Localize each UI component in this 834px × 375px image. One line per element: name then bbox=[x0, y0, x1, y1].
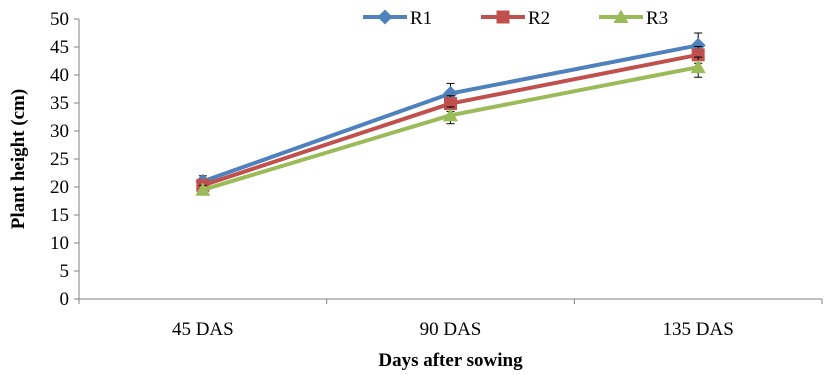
y-tick-label: 5 bbox=[60, 261, 70, 282]
y-axis-ticks: 0 5 10 15 20 25 30 35 40 45 50 bbox=[50, 9, 79, 310]
y-tick-label: 15 bbox=[50, 205, 69, 226]
x-tick-label: 45 DAS bbox=[172, 319, 234, 340]
legend-label: R3 bbox=[646, 8, 668, 29]
y-tick-label: 20 bbox=[50, 177, 69, 198]
legend-marker bbox=[613, 9, 629, 23]
y-axis-title: Plant height (cm) bbox=[8, 89, 29, 229]
y-tick-label: 0 bbox=[60, 289, 70, 310]
data-point-r2 bbox=[691, 48, 705, 62]
data-point-r3 bbox=[195, 182, 211, 196]
legend-marker bbox=[377, 9, 393, 25]
legend-label: R2 bbox=[528, 8, 550, 29]
y-tick-label: 35 bbox=[50, 93, 69, 114]
series-r3 bbox=[195, 56, 706, 196]
data-point-r3 bbox=[690, 59, 706, 74]
x-axis-title: Days after sowing bbox=[378, 350, 523, 371]
y-tick-label: 50 bbox=[50, 9, 69, 30]
legend-item-r2: R2 bbox=[481, 8, 550, 29]
legend: R1 R2 R3 bbox=[363, 8, 668, 29]
series-layer bbox=[195, 32, 706, 196]
data-point-r3 bbox=[443, 107, 458, 122]
legend-marker bbox=[496, 10, 510, 24]
x-tick-label: 90 DAS bbox=[420, 319, 482, 340]
y-tick-label: 25 bbox=[50, 149, 69, 170]
legend-item-r1: R1 bbox=[363, 8, 432, 29]
y-tick-label: 40 bbox=[50, 65, 69, 86]
y-tick-label: 45 bbox=[50, 37, 69, 58]
x-axis-ticks: 45 DAS 90 DAS 135 DAS bbox=[78, 299, 823, 340]
y-tick-label: 10 bbox=[50, 233, 69, 254]
legend-label: R1 bbox=[410, 8, 432, 29]
legend-item-r3: R3 bbox=[599, 8, 668, 29]
y-tick-label: 30 bbox=[50, 121, 69, 142]
x-tick-label: 135 DAS bbox=[663, 319, 734, 340]
